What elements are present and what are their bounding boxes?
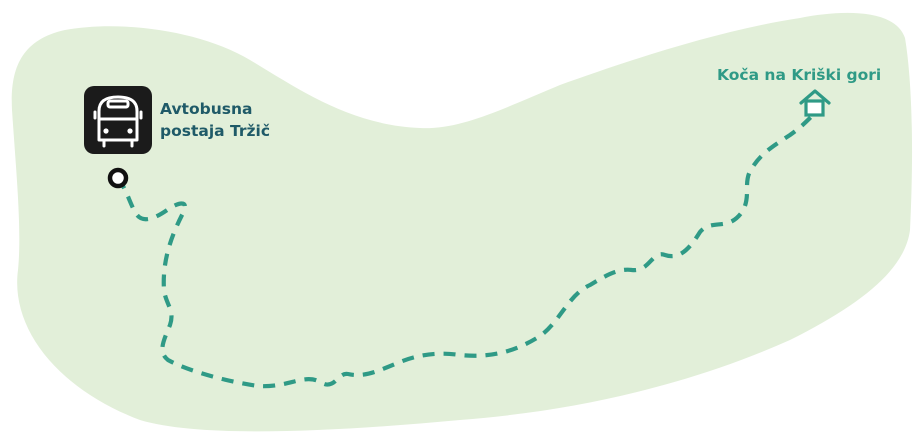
end-label: Koča na Kriški gori (717, 66, 881, 84)
bus-icon (84, 86, 152, 154)
start-marker (107, 167, 129, 189)
hut-icon (799, 89, 831, 117)
start-label-line2: postaja Tržič (160, 122, 270, 140)
start-label-line1: Avtobusna (160, 100, 252, 118)
hiking-route (116, 114, 814, 389)
map-area (11, 12, 913, 432)
